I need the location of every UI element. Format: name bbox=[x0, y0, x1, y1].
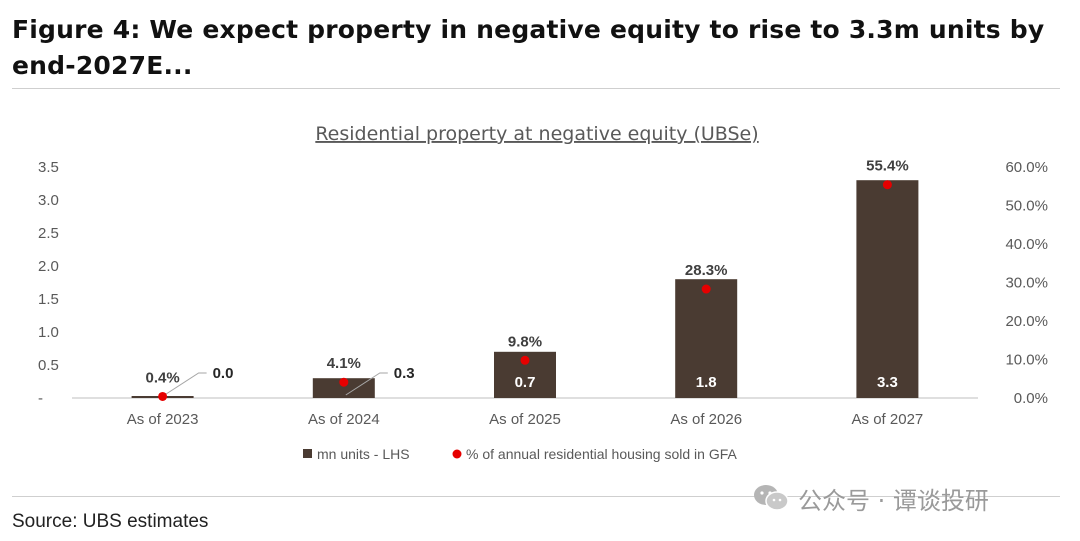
left-tick-label: 1.0 bbox=[38, 324, 59, 341]
watermark-text: 公众号 · 谭谈投研 bbox=[798, 486, 989, 515]
bar-value-label: 1.8 bbox=[696, 374, 717, 391]
leader-line bbox=[345, 372, 388, 396]
pct-value-label: 9.8% bbox=[508, 333, 542, 350]
bar-4 bbox=[675, 279, 738, 398]
right-tick-label: 30.0% bbox=[1005, 275, 1048, 292]
bar-series: 0.0 0.3 0.7 1.8 3.3 bbox=[131, 180, 919, 398]
watermark: 公众号 · 谭谈投研 bbox=[752, 478, 1052, 518]
bar-value-label: 3.3 bbox=[877, 374, 898, 391]
category-label: As of 2025 bbox=[489, 411, 561, 428]
pct-value-label: 0.4% bbox=[145, 369, 179, 386]
left-tick-label: 3.5 bbox=[38, 159, 59, 176]
legend-dot-label: % of annual residential housing sold in … bbox=[466, 446, 737, 462]
top-divider bbox=[12, 88, 1060, 89]
legend-bar-swatch bbox=[303, 449, 312, 458]
left-tick-label: - bbox=[38, 390, 43, 407]
bottom-divider bbox=[12, 496, 1060, 497]
left-axis: - 0.5 1.0 1.5 2.0 2.5 3.0 3.5 bbox=[38, 159, 59, 407]
category-label: As of 2024 bbox=[308, 411, 380, 428]
left-tick-label: 2.5 bbox=[38, 225, 59, 242]
bar-value-label: 0.3 bbox=[394, 365, 415, 382]
pct-dot-5 bbox=[882, 180, 892, 190]
bar-value-label: 0.0 bbox=[213, 365, 234, 382]
right-tick-label: 20.0% bbox=[1005, 313, 1048, 330]
left-tick-label: 1.5 bbox=[38, 291, 59, 308]
category-label: As of 2027 bbox=[852, 411, 924, 428]
source-note: Source: UBS estimates bbox=[12, 511, 209, 532]
right-tick-label: 0.0% bbox=[1014, 390, 1048, 407]
dot-series: 0.4% 4.1% 9.8% 28.3% 55.4% bbox=[145, 158, 909, 401]
pct-dot-1 bbox=[158, 391, 168, 401]
bar-value-label: 0.7 bbox=[515, 374, 536, 391]
pct-value-label: 55.4% bbox=[866, 158, 909, 175]
pct-value-label: 4.1% bbox=[327, 355, 361, 372]
wechat-icon bbox=[754, 485, 789, 511]
left-tick-label: 2.0 bbox=[38, 258, 59, 275]
right-tick-label: 50.0% bbox=[1005, 198, 1048, 215]
right-tick-label: 10.0% bbox=[1005, 352, 1048, 369]
figure-title: Figure 4: We expect property in negative… bbox=[12, 15, 1045, 80]
legend-dot-swatch bbox=[452, 449, 462, 459]
left-tick-label: 0.5 bbox=[38, 357, 59, 374]
leader-line bbox=[164, 372, 207, 396]
pct-dot-2 bbox=[339, 377, 349, 387]
category-label: As of 2023 bbox=[127, 411, 199, 428]
legend-bar-label: mn units - LHS bbox=[317, 446, 410, 462]
leader-lines bbox=[164, 372, 388, 396]
left-tick-label: 3.0 bbox=[38, 192, 59, 209]
pct-dot-3 bbox=[520, 355, 530, 365]
chart-title: Residential property at negative equity … bbox=[315, 123, 758, 145]
pct-dot-4 bbox=[701, 284, 711, 294]
legend: mn units - LHS % of annual residential ho… bbox=[303, 446, 737, 462]
right-tick-label: 40.0% bbox=[1005, 236, 1048, 253]
bar-5 bbox=[856, 180, 919, 398]
right-axis: 0.0% 10.0% 20.0% 30.0% 40.0% 50.0% 60.0% bbox=[1005, 159, 1048, 407]
category-label: As of 2026 bbox=[670, 411, 742, 428]
pct-value-label: 28.3% bbox=[685, 262, 728, 279]
bar-2 bbox=[312, 378, 375, 398]
category-labels: As of 2023 As of 2024 As of 2025 As of 2026… bbox=[127, 411, 924, 428]
right-tick-label: 60.0% bbox=[1005, 159, 1048, 176]
